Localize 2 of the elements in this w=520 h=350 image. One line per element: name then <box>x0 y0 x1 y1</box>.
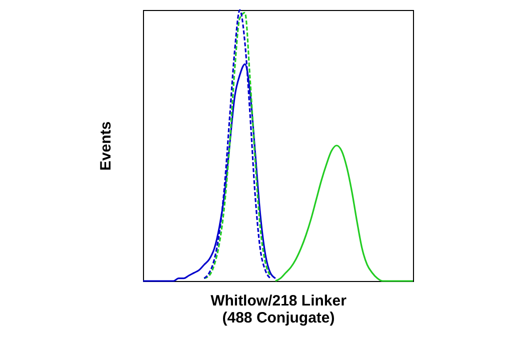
y-axis-title: Events <box>98 121 114 171</box>
x-axis-title: Whitlow/218 Linker (488 Conjugate) <box>210 292 347 326</box>
